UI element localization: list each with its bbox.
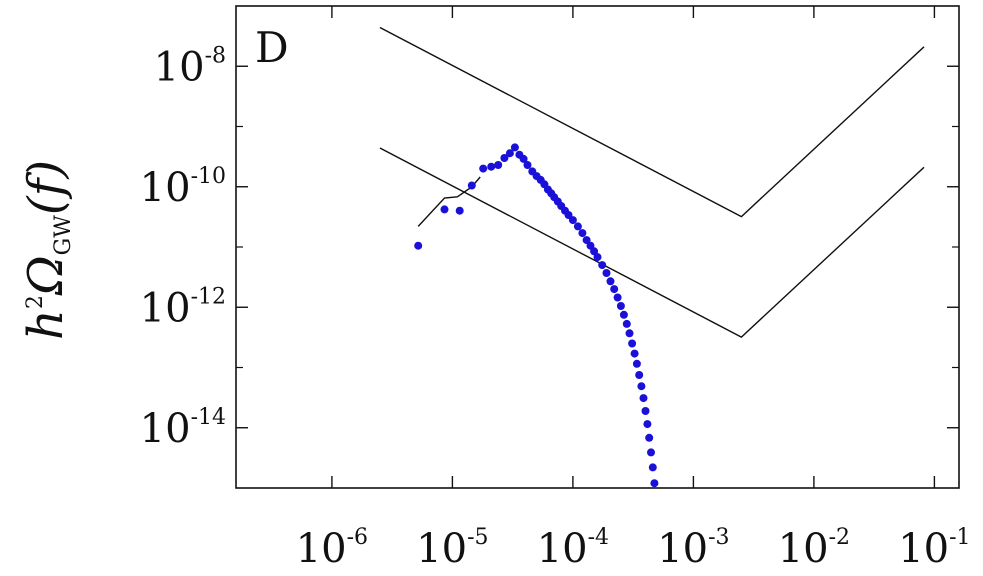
- data-point: [467, 181, 476, 190]
- x-tick-label: 10-5: [416, 525, 488, 572]
- data-point: [582, 236, 591, 245]
- series-line: [379, 147, 925, 338]
- data-point: [440, 205, 449, 214]
- y-tick-label: 10-10: [140, 164, 226, 211]
- data-point: [606, 277, 615, 286]
- data-point: [622, 319, 631, 328]
- data-point: [510, 143, 519, 152]
- data-point: [650, 479, 659, 488]
- data-point: [590, 247, 599, 256]
- data-point: [568, 216, 577, 225]
- data-point: [487, 162, 496, 171]
- data-point: [645, 433, 654, 442]
- plot-frame: [235, 5, 960, 489]
- ylabel-omega: Ω: [18, 255, 74, 296]
- data-point: [630, 349, 639, 358]
- ylabel-h: h: [18, 309, 74, 340]
- data-point: [637, 382, 646, 391]
- data-point: [635, 371, 644, 379]
- x-tick-label: 10-2: [778, 525, 850, 572]
- panel-label: D: [255, 23, 289, 72]
- data-point: [573, 222, 582, 231]
- data-point: [578, 229, 587, 238]
- data-point: [593, 253, 602, 262]
- data-point: [639, 394, 648, 403]
- data-point: [613, 293, 622, 302]
- data-point: [494, 161, 503, 169]
- series-line: [379, 26, 925, 218]
- x-tick-label: 10-6: [296, 525, 368, 572]
- data-point: [643, 420, 652, 429]
- data-point: [610, 285, 619, 294]
- data-point: [602, 269, 611, 277]
- data-point: [647, 448, 655, 457]
- data-point: [625, 329, 634, 338]
- data-point: [632, 359, 641, 368]
- sensitivity-curves: [379, 26, 925, 338]
- data-point: [519, 154, 528, 163]
- y-tick-label: 10-12: [140, 284, 226, 331]
- y-tick-labels: 10-8 10-10 10-12 10-14: [140, 43, 226, 452]
- data-point: [616, 302, 625, 310]
- data-point: [598, 261, 607, 270]
- data-point: [641, 407, 650, 415]
- y-axis-label: h2ΩGW(f): [18, 160, 76, 340]
- ylabel-arg: (f): [18, 160, 74, 215]
- y-tick-label: 10-8: [154, 43, 226, 90]
- data-point: [505, 149, 514, 158]
- data-point: [500, 154, 509, 162]
- axis-ticks: [236, 6, 959, 488]
- data-point: [414, 241, 423, 250]
- ylabel-sub: GW: [51, 215, 76, 256]
- data-point: [648, 463, 657, 472]
- data-point: [479, 164, 488, 173]
- x-tick-label: 10-4: [537, 525, 609, 572]
- data-point: [628, 339, 637, 348]
- x-tick-label: 10-3: [657, 525, 729, 572]
- x-tick-label: 10-1: [898, 525, 970, 572]
- data-point: [455, 206, 464, 215]
- x-tick-labels: 10-6 10-5 10-4 10-3 10-2 10-1: [296, 525, 971, 572]
- data-point: [619, 310, 628, 319]
- ylabel-sup: 2: [23, 295, 48, 309]
- y-tick-label: 10-14: [140, 405, 226, 452]
- data-point: [523, 161, 532, 169]
- svg-text:h2ΩGW(f): h2ΩGW(f): [18, 160, 76, 340]
- spectrum-points: [414, 143, 659, 488]
